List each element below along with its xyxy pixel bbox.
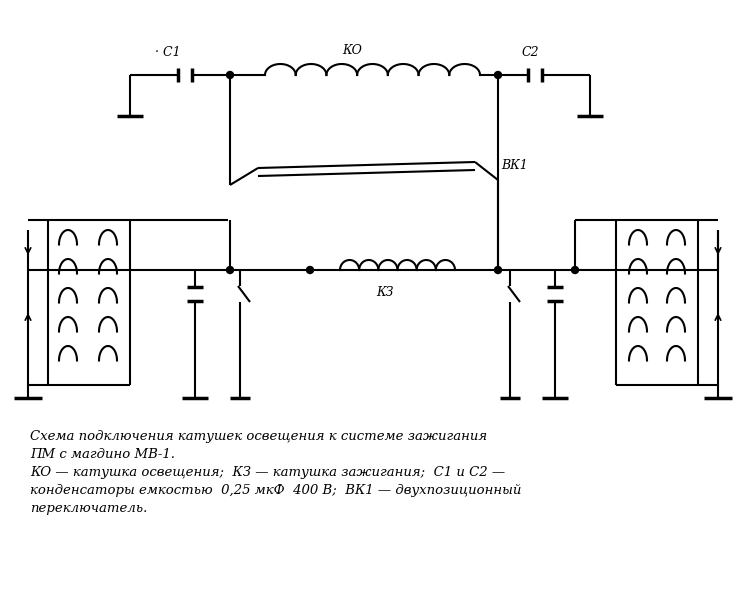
Text: ПМ с магдино МВ-1.: ПМ с магдино МВ-1.	[30, 448, 175, 461]
Text: ВК1: ВК1	[501, 159, 527, 172]
Text: КО: КО	[342, 44, 362, 57]
Text: C2: C2	[522, 46, 539, 59]
Text: КЗ: КЗ	[376, 286, 394, 299]
Circle shape	[495, 267, 501, 274]
Circle shape	[571, 267, 578, 274]
Text: конденсаторы емкостью  0,25 мкФ  400 В;  ВК1 — двухпозиционный: конденсаторы емкостью 0,25 мкФ 400 В; ВК…	[30, 484, 521, 497]
Text: КО — катушка освещения;  КЗ — катушка зажигания;  С1 и С2 —: КО — катушка освещения; КЗ — катушка заж…	[30, 466, 505, 479]
Text: Схема подключения катушек освещения к системе зажигания: Схема подключения катушек освещения к си…	[30, 430, 487, 443]
Circle shape	[227, 267, 233, 274]
Circle shape	[495, 72, 501, 79]
Circle shape	[227, 72, 233, 79]
Text: переключатель.: переключатель.	[30, 502, 148, 515]
Circle shape	[307, 267, 313, 274]
Text: · C1: · C1	[155, 46, 181, 59]
